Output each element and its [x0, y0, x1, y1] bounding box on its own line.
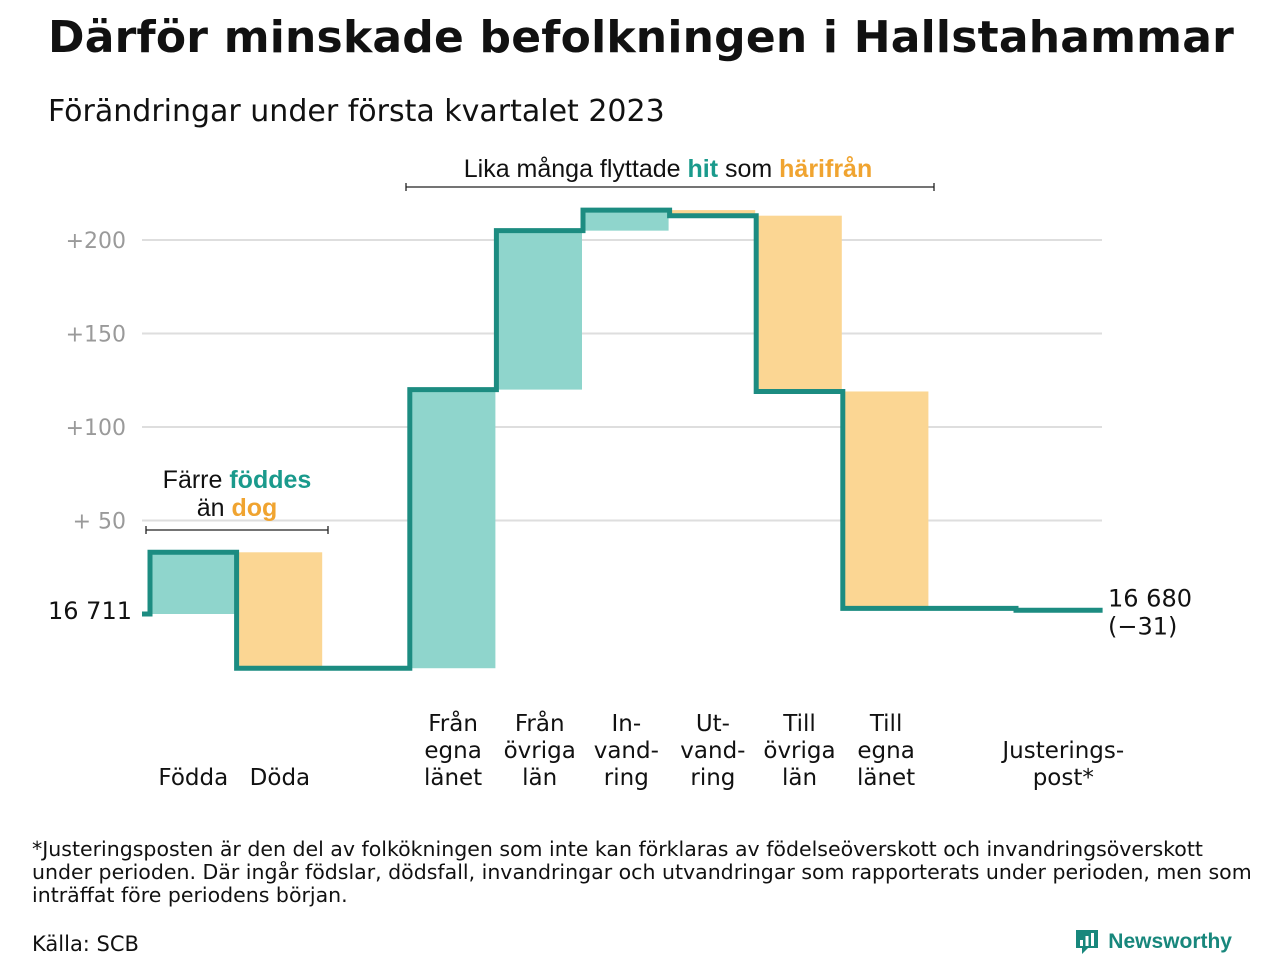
- footnote: *Justeringsposten är den del av folkökni…: [32, 837, 1252, 907]
- y-tick-label: +200: [66, 229, 126, 254]
- category-label: Döda: [250, 765, 310, 791]
- brand-logo[interactable]: Newsworthy: [1074, 928, 1232, 956]
- waterfall-bar: [584, 210, 669, 231]
- waterfall-bar: [497, 230, 582, 390]
- waterfall-bar: [151, 552, 236, 614]
- bar-layer: [151, 210, 929, 669]
- chart-title: Därför minskade befolkningen i Hallstaha…: [48, 12, 1235, 63]
- newsworthy-icon: [1076, 930, 1099, 954]
- waterfall-bar: [670, 210, 756, 216]
- waterfall-bar: [410, 389, 496, 669]
- annotation-births-deaths-line1: Färre föddes: [163, 466, 312, 494]
- category-label: Till övriga län: [763, 711, 835, 791]
- end-change-label: (−31): [1108, 612, 1177, 640]
- y-tick-label: + 50: [73, 510, 126, 535]
- category-label: Till egna länet: [857, 711, 915, 791]
- brand-name: Newsworthy: [1108, 930, 1232, 953]
- grid-layer: +200 +150 +100 + 50: [66, 229, 1102, 535]
- waterfall-bar: [843, 391, 929, 609]
- end-value-label: 16 680: [1108, 584, 1192, 612]
- source-label: Källa: SCB: [32, 932, 139, 956]
- cumulative-step-line: [142, 207, 1103, 671]
- start-value-label: 16 711: [48, 597, 132, 625]
- waterfall-bar: [237, 552, 323, 669]
- y-tick-label: +100: [66, 416, 126, 441]
- category-label: In-vand-ring: [594, 711, 659, 791]
- chart-subtitle: Förändringar under första kvartalet 2023: [48, 94, 665, 129]
- line-layer: [142, 207, 1103, 671]
- annotation-migration: Lika många flyttade hit som härifrån: [464, 155, 873, 183]
- annotation-births-deaths-line2: än dog: [197, 494, 278, 522]
- category-label: Från övriga län: [504, 709, 576, 791]
- y-tick-label: +150: [66, 323, 126, 348]
- category-label: Födda: [158, 765, 228, 791]
- category-label: Från egna länet: [424, 709, 482, 791]
- label-layer: Födda Döda Från egna länet Från övriga län In-va…: [48, 584, 1192, 791]
- category-label: Justerings-post*: [1000, 738, 1124, 791]
- category-label: Ut-vand-ring: [680, 711, 745, 791]
- waterfall-bar: [757, 215, 842, 392]
